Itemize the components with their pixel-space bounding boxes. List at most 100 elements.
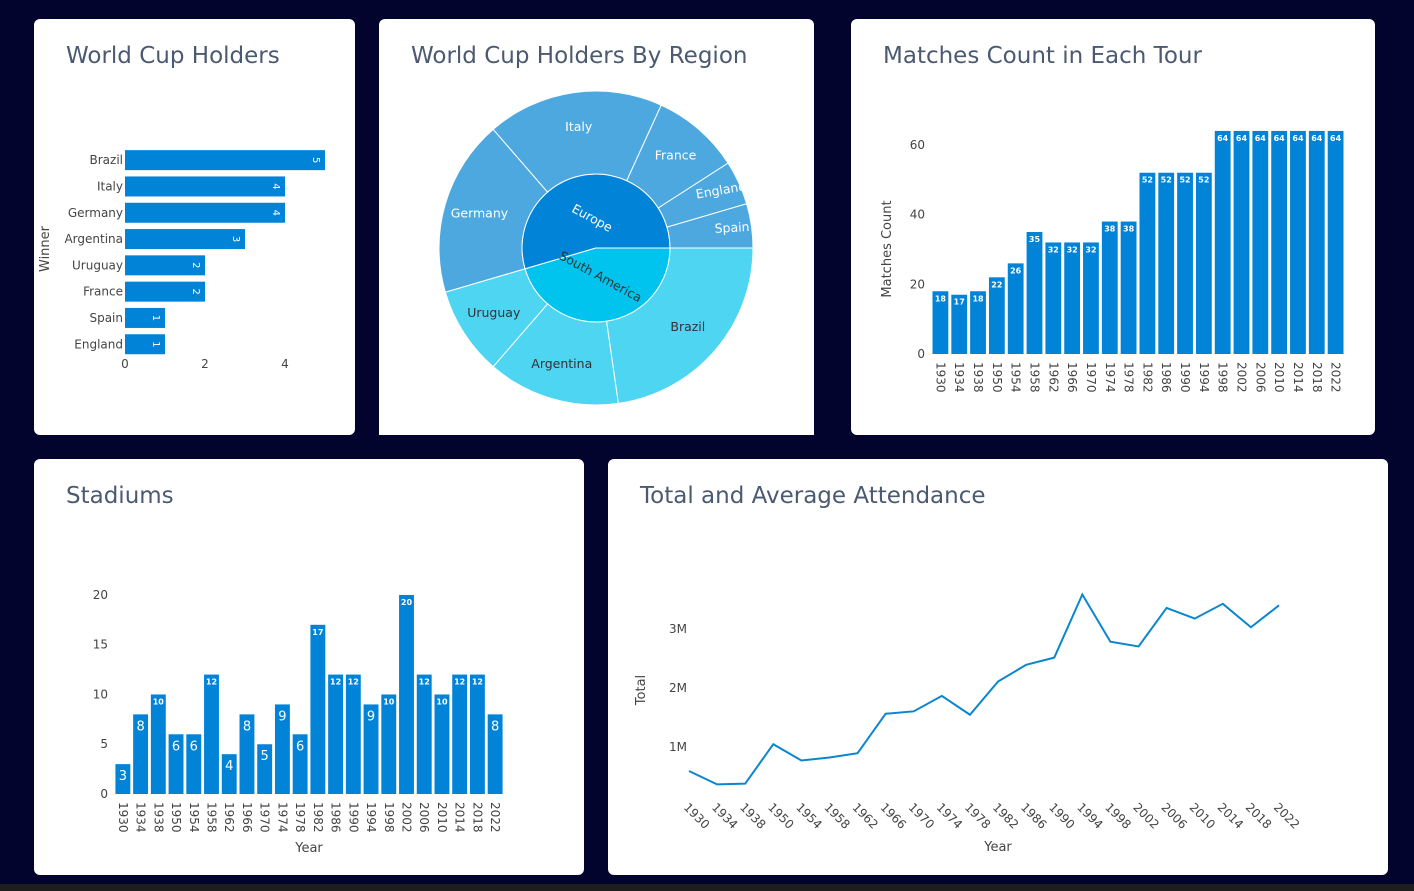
holders-category-label: Argentina bbox=[64, 232, 123, 246]
matches-bar-2002[interactable] bbox=[1233, 130, 1250, 354]
stadiums-bar-1994[interactable] bbox=[363, 704, 379, 794]
stadiums-bar-1950[interactable] bbox=[168, 734, 184, 794]
holders-bar-germany[interactable] bbox=[125, 202, 285, 223]
matches-value-label: 35 bbox=[1029, 235, 1041, 244]
matches-x-tick: 1986 bbox=[1159, 362, 1173, 393]
stadiums-card: Stadiums 0 5 10 15 20 3 1930 8 1934 10 1938 6 1950 6 1… bbox=[34, 459, 584, 875]
stadiums-x-axis-label: Year bbox=[294, 841, 323, 856]
attendance-x-tick: 1966 bbox=[878, 800, 909, 831]
sunburst-segment-label: Spain bbox=[714, 219, 750, 236]
matches-bar-1930[interactable] bbox=[932, 291, 949, 354]
matches-bar-1970[interactable] bbox=[1083, 242, 1099, 354]
stadiums-bar-2010[interactable] bbox=[434, 694, 450, 794]
matches-bar-2006[interactable] bbox=[1252, 130, 1269, 354]
stadiums-bar-1958[interactable] bbox=[204, 674, 219, 794]
holders-value-label: 1 bbox=[150, 341, 161, 347]
matches-value-label: 18 bbox=[935, 294, 947, 303]
holders-bar-uruguay[interactable] bbox=[125, 255, 205, 276]
stadiums-bar-2022[interactable] bbox=[487, 714, 503, 794]
matches-value-label: 52 bbox=[1161, 176, 1172, 185]
matches-bar-1986[interactable] bbox=[1158, 172, 1175, 354]
matches-bar-1962[interactable] bbox=[1045, 242, 1062, 354]
stadiums-bar-1970[interactable] bbox=[257, 744, 273, 794]
matches-value-label: 22 bbox=[991, 280, 1002, 289]
holders-bar-france[interactable] bbox=[125, 281, 205, 302]
matches-x-tick: 1994 bbox=[1197, 362, 1211, 393]
matches-bar-1994[interactable] bbox=[1195, 172, 1212, 354]
matches-bar-1954[interactable] bbox=[1007, 263, 1024, 354]
stadiums-x-tick: 2006 bbox=[417, 802, 431, 833]
stadiums-bar-1974[interactable] bbox=[274, 704, 290, 794]
stadiums-bar-1930[interactable] bbox=[115, 764, 131, 794]
holders-bar-italy[interactable] bbox=[125, 176, 285, 197]
stadiums-bar-1986[interactable] bbox=[328, 674, 344, 794]
holders-bar-spain[interactable] bbox=[125, 307, 165, 328]
stadiums-bar-1998[interactable] bbox=[381, 694, 397, 794]
matches-value-label: 32 bbox=[1067, 245, 1078, 254]
stadiums-bar-1990[interactable] bbox=[345, 674, 361, 794]
attendance-total-line[interactable] bbox=[688, 592, 1280, 786]
matches-bar-2010[interactable] bbox=[1271, 130, 1288, 354]
stadiums-x-tick: 2018 bbox=[470, 802, 484, 833]
matches-bar-2018[interactable] bbox=[1308, 130, 1325, 354]
stadiums-bar-1954[interactable] bbox=[186, 734, 202, 794]
holders-value-label: 2 bbox=[190, 288, 201, 294]
matches-bar-1966[interactable] bbox=[1064, 242, 1081, 354]
attendance-x-tick: 2022 bbox=[1271, 800, 1302, 831]
matches-bar-1974[interactable] bbox=[1101, 221, 1118, 354]
attendance-x-tick: 2010 bbox=[1187, 800, 1218, 831]
holders-bar-england[interactable] bbox=[125, 334, 165, 355]
matches-x-tick: 1934 bbox=[952, 362, 966, 393]
attendance-chart: 1M2M3M1930193419381950195419581962196619… bbox=[634, 592, 1302, 855]
stadiums-value-label: 17 bbox=[312, 628, 323, 637]
stadiums-bar-2018[interactable] bbox=[469, 674, 485, 794]
stadiums-y-tick: 0 bbox=[100, 787, 108, 801]
stadiums-bar-1978[interactable] bbox=[292, 734, 308, 794]
matches-bar-1998[interactable] bbox=[1214, 130, 1231, 354]
sunburst-segment-germany[interactable] bbox=[438, 128, 549, 293]
matches-bar-1982[interactable] bbox=[1139, 172, 1156, 354]
holders-title: World Cup Holders bbox=[66, 43, 280, 69]
stadiums-bar-1934[interactable] bbox=[133, 714, 149, 794]
matches-bar-1938[interactable] bbox=[970, 291, 986, 354]
sunburst-segment-italy[interactable] bbox=[492, 90, 662, 193]
holders-x-tick: 4 bbox=[281, 357, 289, 371]
stadiums-value-label: 12 bbox=[472, 678, 483, 687]
matches-bar-1934[interactable] bbox=[951, 294, 968, 354]
stadiums-bar-1962[interactable] bbox=[221, 754, 237, 794]
matches-bar-1990[interactable] bbox=[1177, 172, 1193, 354]
holders-value-label: 4 bbox=[270, 183, 281, 189]
matches-bar-1978[interactable] bbox=[1120, 221, 1137, 354]
matches-bar-1958[interactable] bbox=[1026, 232, 1043, 354]
stadiums-x-tick: 1998 bbox=[382, 802, 396, 833]
stadiums-bar-2002[interactable] bbox=[399, 594, 414, 794]
matches-x-tick: 2018 bbox=[1310, 362, 1324, 393]
attendance-card: Total and Average Attendance 1M 2M 3M 1930 1… bbox=[608, 459, 1388, 875]
matches-x-tick: 1990 bbox=[1178, 362, 1192, 393]
matches-bar-1950[interactable] bbox=[988, 277, 1005, 354]
holders-value-label: 1 bbox=[150, 315, 161, 321]
stadiums-value-label: 12 bbox=[419, 678, 430, 687]
sunburst-segment-uruguay[interactable] bbox=[444, 268, 549, 368]
stadiums-bar-2006[interactable] bbox=[416, 674, 432, 794]
sunburst-segment-brazil[interactable] bbox=[605, 247, 754, 404]
holders-category-label: Uruguay bbox=[72, 258, 123, 272]
stadiums-bar-2014[interactable] bbox=[452, 674, 468, 794]
stadiums-bar-1938[interactable] bbox=[150, 694, 166, 794]
holders-bar-brazil[interactable] bbox=[125, 150, 325, 171]
stadiums-x-tick: 1970 bbox=[258, 802, 272, 833]
matches-value-label: 64 bbox=[1274, 134, 1286, 143]
matches-value-label: 64 bbox=[1217, 134, 1229, 143]
matches-bar-2014[interactable] bbox=[1290, 130, 1306, 354]
stadiums-bar-1982[interactable] bbox=[310, 624, 326, 794]
sunburst-segment-label: Argentina bbox=[531, 356, 592, 371]
attendance-x-tick: 1962 bbox=[849, 800, 880, 831]
attendance-y-axis-label: Total bbox=[634, 675, 649, 706]
matches-x-tick: 1950 bbox=[990, 362, 1004, 393]
matches-value-label: 64 bbox=[1255, 134, 1267, 143]
holders-bar-argentina[interactable] bbox=[125, 229, 245, 250]
matches-bar-2022[interactable] bbox=[1327, 130, 1344, 354]
matches-value-label: 32 bbox=[1048, 245, 1059, 254]
stadiums-title: Stadiums bbox=[66, 483, 174, 509]
stadiums-bar-1966[interactable] bbox=[239, 714, 255, 794]
